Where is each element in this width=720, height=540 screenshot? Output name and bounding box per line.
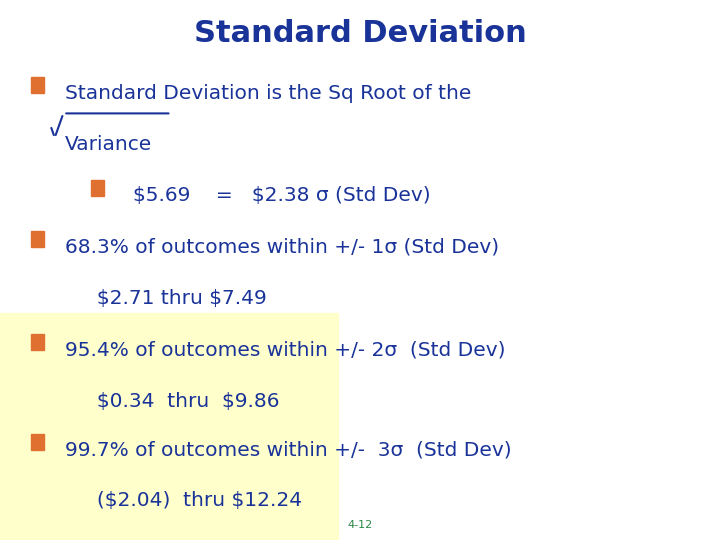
- Text: 4-12: 4-12: [347, 520, 373, 530]
- Text: 95.4% of outcomes within +/- 2σ  (Std Dev): 95.4% of outcomes within +/- 2σ (Std Dev…: [65, 340, 505, 359]
- Text: 68.3% of outcomes within +/- 1σ (Std Dev): 68.3% of outcomes within +/- 1σ (Std Dev…: [65, 238, 499, 256]
- Text: \$0.34  thru  \$9.86: \$0.34 thru \$9.86: [65, 392, 279, 410]
- Text: \$5.69    =   \$2.38 σ (Std Dev): \$5.69 = \$2.38 σ (Std Dev): [133, 186, 431, 205]
- Bar: [91, 180, 104, 196]
- Bar: [31, 334, 44, 350]
- Text: \$2.71 thru \$7.49: \$2.71 thru \$7.49: [65, 289, 266, 308]
- Text: 99.7% of outcomes within +/-  3σ  (Std Dev): 99.7% of outcomes within +/- 3σ (Std Dev…: [65, 440, 511, 459]
- Bar: [31, 77, 44, 93]
- Text: Standard Deviation: Standard Deviation: [194, 19, 526, 48]
- Bar: [31, 231, 44, 247]
- Text: Variance: Variance: [65, 135, 152, 154]
- Text: (\$2.04)  thru \$12.24: (\$2.04) thru \$12.24: [65, 491, 302, 510]
- Bar: [31, 434, 44, 450]
- Text: Standard Deviation is the Sq Root of the: Standard Deviation is the Sq Root of the: [65, 84, 471, 103]
